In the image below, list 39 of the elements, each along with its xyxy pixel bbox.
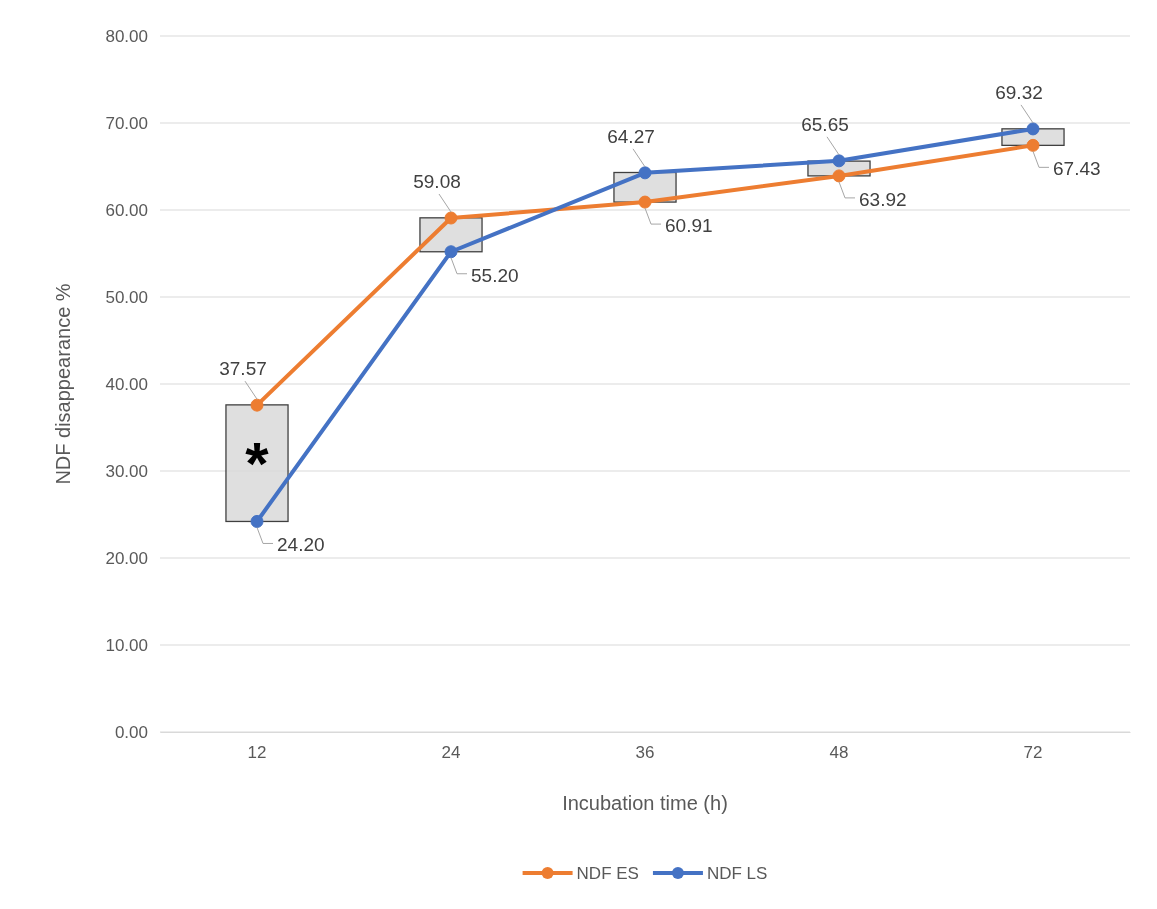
point bbox=[638, 195, 652, 209]
data-label: 55.20 bbox=[471, 264, 519, 286]
legend-label: NDF LS bbox=[706, 863, 768, 883]
point bbox=[250, 398, 264, 412]
legend-label: NDF ES bbox=[576, 863, 639, 883]
data-label: 60.91 bbox=[665, 215, 713, 237]
point bbox=[250, 514, 264, 528]
x-tick-label: 72 bbox=[1023, 743, 1043, 763]
x-tick-label: 36 bbox=[635, 743, 655, 763]
y-tick-label: 50.00 bbox=[105, 287, 148, 307]
data-label: 64.27 bbox=[607, 125, 655, 147]
data-label: 37.57 bbox=[219, 358, 267, 380]
y-tick-label: 10.00 bbox=[105, 635, 148, 655]
y-tick-label: 60.00 bbox=[105, 200, 148, 220]
y-tick-label: 20.00 bbox=[105, 548, 148, 568]
point bbox=[444, 211, 458, 225]
y-tick-label: 70.00 bbox=[105, 113, 148, 133]
y-tick-label: 40.00 bbox=[105, 374, 148, 394]
data-label: 59.08 bbox=[413, 171, 461, 192]
annotation: * bbox=[245, 430, 270, 498]
point bbox=[832, 169, 846, 183]
data-label: 69.32 bbox=[995, 81, 1043, 103]
point bbox=[638, 166, 652, 180]
point bbox=[1026, 122, 1040, 136]
data-label: 67.43 bbox=[1053, 158, 1101, 180]
x-tick-label: 12 bbox=[247, 743, 267, 763]
data-label: 65.65 bbox=[801, 113, 849, 135]
y-tick-label: 0.00 bbox=[114, 722, 148, 742]
y-axis-title: NDF disappearance % bbox=[52, 283, 74, 485]
x-tick-label: 24 bbox=[441, 743, 461, 763]
y-tick-label: 30.00 bbox=[105, 461, 148, 481]
point bbox=[444, 245, 458, 259]
point bbox=[1026, 138, 1040, 152]
y-tick-label: 80.00 bbox=[105, 26, 148, 46]
data-label: 24.20 bbox=[277, 534, 325, 556]
point bbox=[832, 154, 846, 168]
data-label: 63.92 bbox=[859, 188, 907, 210]
x-tick-label: 48 bbox=[829, 743, 849, 763]
x-axis-title: Incubation time (h) bbox=[562, 792, 728, 814]
